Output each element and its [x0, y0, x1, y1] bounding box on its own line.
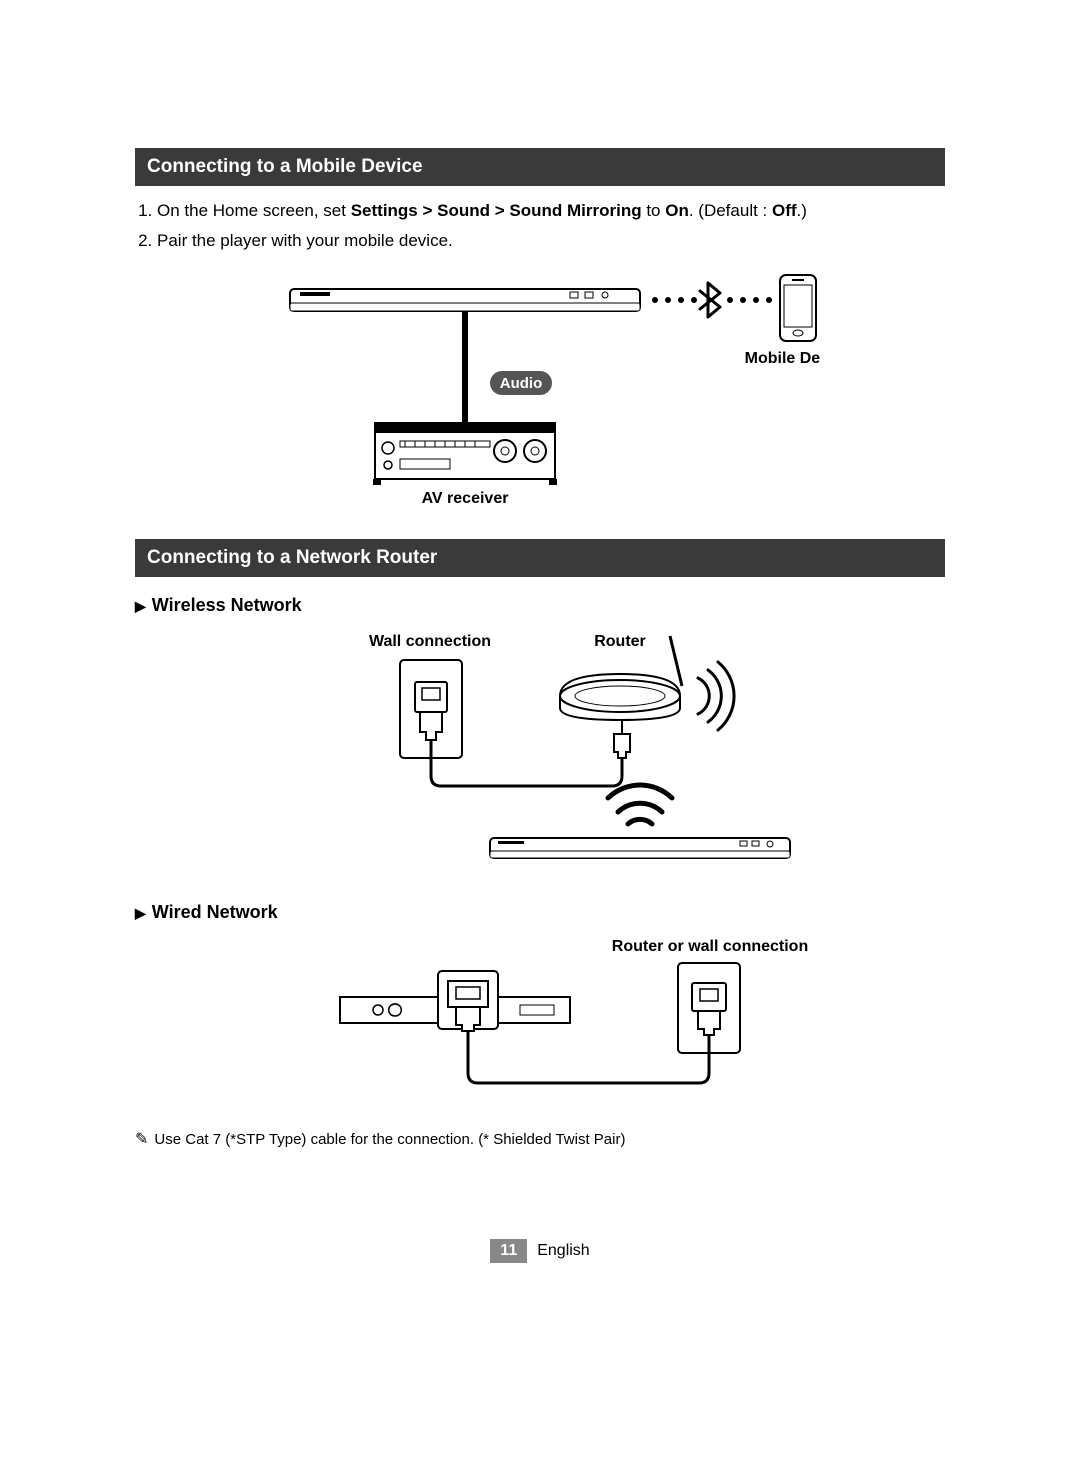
mobile-device-icon	[780, 275, 816, 341]
steps-list: On the Home screen, set Settings > Sound…	[135, 198, 945, 255]
wifi-emit-icon	[698, 662, 734, 730]
wired-cable	[468, 1031, 709, 1083]
step1-bold2: On	[665, 201, 689, 220]
step1-mid: to	[642, 201, 666, 220]
av-receiver-icon	[373, 423, 557, 485]
wall-connection-label: Wall connection	[369, 633, 491, 650]
mobile-device-label: Mobile Device	[745, 350, 820, 367]
section-header-router: Connecting to a Network Router	[135, 539, 945, 577]
diagram-wireless: Wall connection Router	[260, 626, 820, 876]
section-header-mobile: Connecting to a Mobile Device	[135, 148, 945, 186]
step1-bold1: Settings > Sound > Sound Mirroring	[351, 201, 642, 220]
bluetooth-dots-2	[727, 297, 772, 303]
router-label: Router	[594, 633, 646, 650]
wifi-receive-icon	[608, 785, 672, 824]
triangle-icon: ▶	[135, 598, 146, 614]
diagram-wired: Router or wall connection	[260, 933, 820, 1103]
note-text: Use Cat 7 (*STP Type) cable for the conn…	[154, 1131, 625, 1148]
wireless-heading: ▶ Wireless Network	[135, 595, 945, 616]
player-device-2	[490, 838, 790, 858]
cable-note: ✎ Use Cat 7 (*STP Type) cable for the con…	[135, 1129, 945, 1149]
svg-text:Audio: Audio	[500, 375, 543, 392]
step-1: On the Home screen, set Settings > Sound…	[157, 198, 945, 224]
step1-mid2: . (Default :	[689, 201, 772, 220]
step-2: Pair the player with your mobile device.	[157, 228, 945, 254]
av-receiver-label: AV receiver	[422, 490, 509, 507]
audio-pill: Audio	[490, 371, 552, 395]
player-device	[290, 289, 640, 311]
player-rear-icon	[340, 971, 570, 1031]
router-wall-label: Router or wall connection	[612, 938, 808, 955]
bluetooth-dots	[652, 297, 697, 303]
page-lang: English	[537, 1242, 589, 1259]
step1-suffix: .)	[797, 201, 807, 220]
wireless-heading-text: Wireless Network	[152, 595, 302, 615]
note-icon: ✎	[135, 1131, 148, 1148]
bluetooth-icon	[700, 283, 720, 317]
step1-prefix: On the Home screen, set	[157, 201, 351, 220]
page-footer: 11 English	[135, 1239, 945, 1263]
wired-heading-text: Wired Network	[152, 902, 278, 922]
triangle-icon-2: ▶	[135, 905, 146, 921]
router-icon	[560, 636, 682, 758]
wired-heading: ▶ Wired Network	[135, 902, 945, 923]
diagram-mobile: Mobile Device Audio	[260, 273, 820, 513]
page-number: 11	[490, 1239, 527, 1263]
step1-bold3: Off	[772, 201, 797, 220]
